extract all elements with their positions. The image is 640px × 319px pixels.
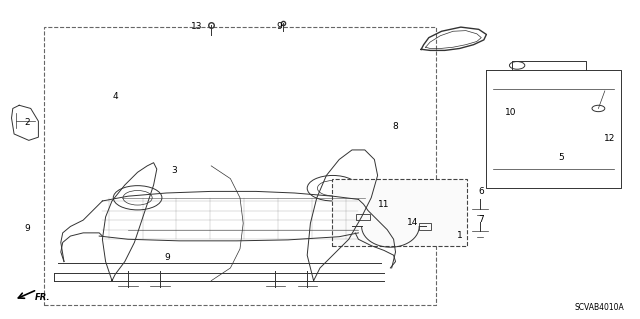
Bar — [44, 27, 436, 305]
Text: 8: 8 — [393, 122, 398, 130]
Text: 11: 11 — [378, 200, 390, 209]
Text: 10: 10 — [505, 108, 516, 117]
Bar — [419, 223, 431, 230]
Text: 4: 4 — [113, 92, 118, 101]
Text: 12: 12 — [604, 134, 615, 143]
Bar — [356, 214, 370, 220]
Text: SCVAB4010A: SCVAB4010A — [574, 303, 624, 312]
Text: 5: 5 — [559, 153, 564, 162]
Text: 1: 1 — [457, 231, 462, 240]
Bar — [332, 179, 467, 246]
Text: 9: 9 — [24, 224, 29, 233]
Text: 13: 13 — [191, 22, 203, 31]
Text: FR.: FR. — [35, 293, 50, 302]
Text: 6: 6 — [479, 187, 484, 196]
Text: 7: 7 — [479, 215, 484, 224]
Text: 9: 9 — [165, 253, 170, 262]
Text: 9: 9 — [276, 22, 282, 31]
Text: 14: 14 — [407, 218, 419, 227]
Text: 3: 3 — [172, 166, 177, 175]
Text: 2: 2 — [25, 118, 30, 127]
